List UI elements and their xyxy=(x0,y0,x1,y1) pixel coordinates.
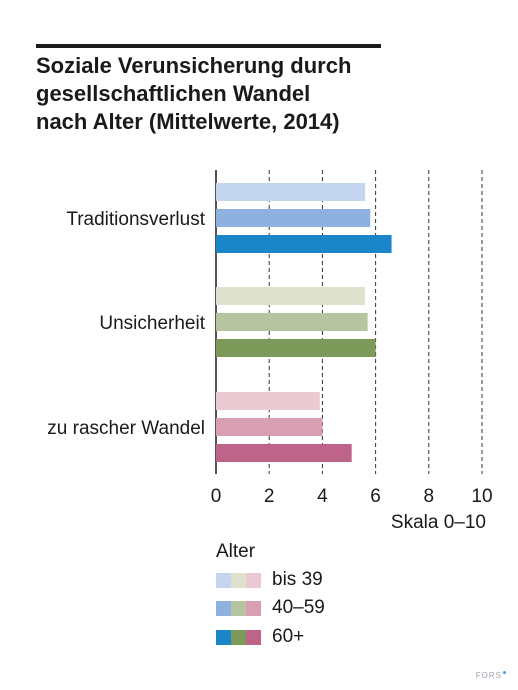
bar-2-2 xyxy=(216,444,352,462)
category-label-1: Unsicherheit xyxy=(99,313,205,334)
bar-2-0 xyxy=(216,392,320,410)
legend-swatch-1-1 xyxy=(231,601,246,616)
legend-label-1: 40–59 xyxy=(272,597,325,618)
category-label-0: Traditionsverlust xyxy=(66,209,205,230)
legend-swatch-2-0 xyxy=(216,630,231,645)
x-tick-label-4: 4 xyxy=(317,486,328,507)
bar-0-1 xyxy=(216,209,371,227)
legend-label-2: 60+ xyxy=(272,626,305,647)
legend-swatch-1-2 xyxy=(246,601,261,616)
legend-swatch-2-1 xyxy=(231,630,246,645)
legend-swatch-0-1 xyxy=(231,573,246,588)
x-axis-label: Skala 0–10 xyxy=(391,512,486,533)
title-line-3: nach Alter (Mittelwerte, 2014) xyxy=(36,109,340,134)
legend-swatch-1-0 xyxy=(216,601,231,616)
x-tick-label-10: 10 xyxy=(471,486,492,507)
bar-1-2 xyxy=(216,339,376,357)
x-tick-label-2: 2 xyxy=(264,486,275,507)
legend-title: Alter xyxy=(216,541,256,562)
legend-swatch-0-2 xyxy=(246,573,261,588)
bar-2-1 xyxy=(216,418,323,436)
title-line-1: Soziale Verunsicherung durch xyxy=(36,53,352,78)
category-label-2: zu rascher Wandel xyxy=(47,418,205,439)
x-tick-label-8: 8 xyxy=(424,486,435,507)
bar-1-1 xyxy=(216,313,368,331)
chart-title: Soziale Verunsicherung durch gesellschaf… xyxy=(36,52,436,136)
bar-0-2 xyxy=(216,235,392,253)
legend-label-0: bis 39 xyxy=(272,569,323,590)
x-tick-label-0: 0 xyxy=(211,486,222,507)
legend-swatch-0-0 xyxy=(216,573,231,588)
fors-logo: FORS xyxy=(476,671,506,680)
x-tick-label-6: 6 xyxy=(370,486,381,507)
legend-swatch-2-2 xyxy=(246,630,261,645)
bar-0-0 xyxy=(216,183,365,201)
bar-1-0 xyxy=(216,287,365,305)
title-line-2: gesellschaftlichen Wandel xyxy=(36,81,311,106)
title-rule xyxy=(36,44,381,48)
